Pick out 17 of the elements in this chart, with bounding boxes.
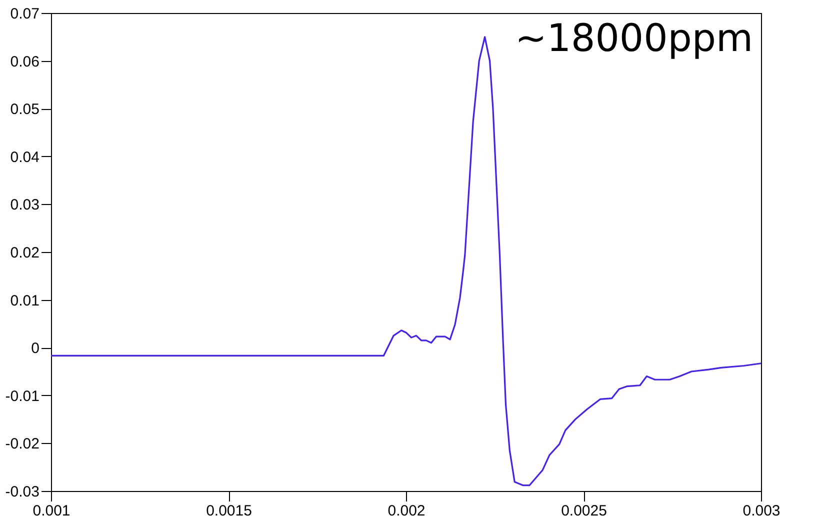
y-tick-label: -0.03 (5, 484, 40, 500)
y-tick-label: -0.01 (5, 388, 40, 405)
y-tick-label: 0.06 (10, 53, 40, 70)
x-tick-label: 0.001 (32, 502, 70, 520)
y-tick-label: 0.02 (10, 244, 40, 262)
x-tick-label: 0.0025 (561, 502, 607, 520)
x-tick-label: 0.003 (742, 502, 780, 520)
y-tick-label: 0.01 (10, 292, 40, 310)
y-tick-label: -0.02 (5, 436, 40, 453)
x-tick-label: 0.0015 (206, 502, 252, 520)
y-tick-label: 0.03 (10, 196, 40, 214)
x-tick-label: 0.002 (388, 502, 426, 520)
y-tick-label: 0 (31, 340, 40, 358)
annotation: ~18000ppm (515, 16, 753, 60)
y-tick-label: 0.04 (10, 148, 40, 166)
y-tick-label: 0.05 (10, 101, 40, 118)
y-tick-label: 0.07 (10, 6, 40, 22)
